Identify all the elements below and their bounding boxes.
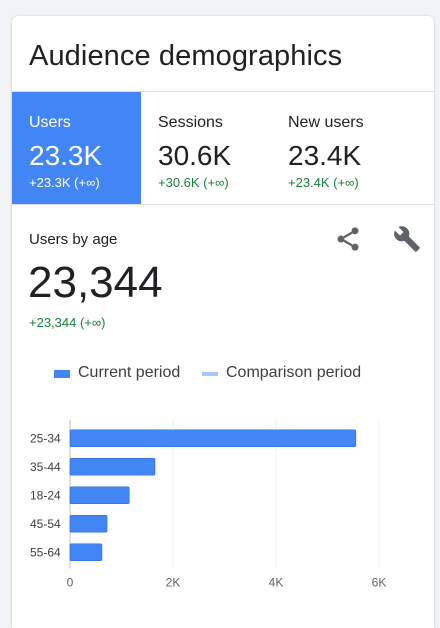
bar-25-34[interactable] [69, 429, 357, 448]
x-tick-label: 4K [269, 576, 284, 590]
users-total-change: +23,344 (+∞) [29, 315, 106, 330]
category-label: 18-24 [30, 488, 61, 502]
tab-new-users-change: +23.4K (+∞) [288, 175, 359, 190]
section-label: Users by age [29, 231, 118, 248]
x-tick-label: 0 [67, 576, 74, 590]
tab-sessions-value: 30.6K [158, 140, 232, 171]
category-label: 35-44 [30, 460, 61, 474]
bar-18-24[interactable] [69, 486, 130, 505]
tab-sessions-label: Sessions [158, 114, 223, 131]
bar-55-64[interactable] [69, 543, 103, 562]
tab-users-label: Users [29, 114, 71, 131]
share-icon[interactable] [334, 225, 362, 253]
bar-35-44[interactable] [69, 457, 156, 476]
tab-users-value: 23.3K [29, 140, 103, 171]
divider [12, 204, 434, 205]
tab-new-users[interactable]: New users 23.4K +23.4K (+∞) [271, 92, 434, 204]
x-tick-label: 6K [372, 576, 387, 590]
tab-sessions[interactable]: Sessions 30.6K +30.6K (+∞) [141, 92, 271, 204]
tab-sessions-change: +30.6K (+∞) [158, 175, 229, 190]
legend-comparison-swatch [202, 372, 218, 376]
x-tick-label: 2K [166, 576, 181, 590]
users-total: 23,344 [28, 258, 163, 307]
legend-current-swatch [54, 370, 70, 378]
tab-new-users-value: 23.4K [288, 140, 362, 171]
category-label: 55-64 [30, 545, 61, 559]
category-label: 45-54 [30, 517, 61, 531]
wrench-icon[interactable] [393, 225, 421, 253]
bar-45-54[interactable] [69, 514, 108, 533]
category-label: 25-34 [30, 431, 61, 445]
tab-users[interactable]: Users 23.3K +23.3K (+∞) [12, 92, 141, 204]
tab-new-users-label: New users [288, 114, 364, 131]
audience-demographics-card: Audience demographics Users 23.3K +23.3K… [12, 16, 434, 628]
card-title: Audience demographics [29, 40, 343, 72]
legend-comparison-label: Comparison period [226, 364, 362, 381]
users-by-age-chart: 0 2K 4K 6K 25-34 35-44 18-24 45-54 55-64 [30, 420, 387, 590]
divider [12, 91, 434, 92]
tab-users-change: +23.3K (+∞) [29, 175, 100, 190]
legend-current-label: Current period [78, 364, 181, 381]
